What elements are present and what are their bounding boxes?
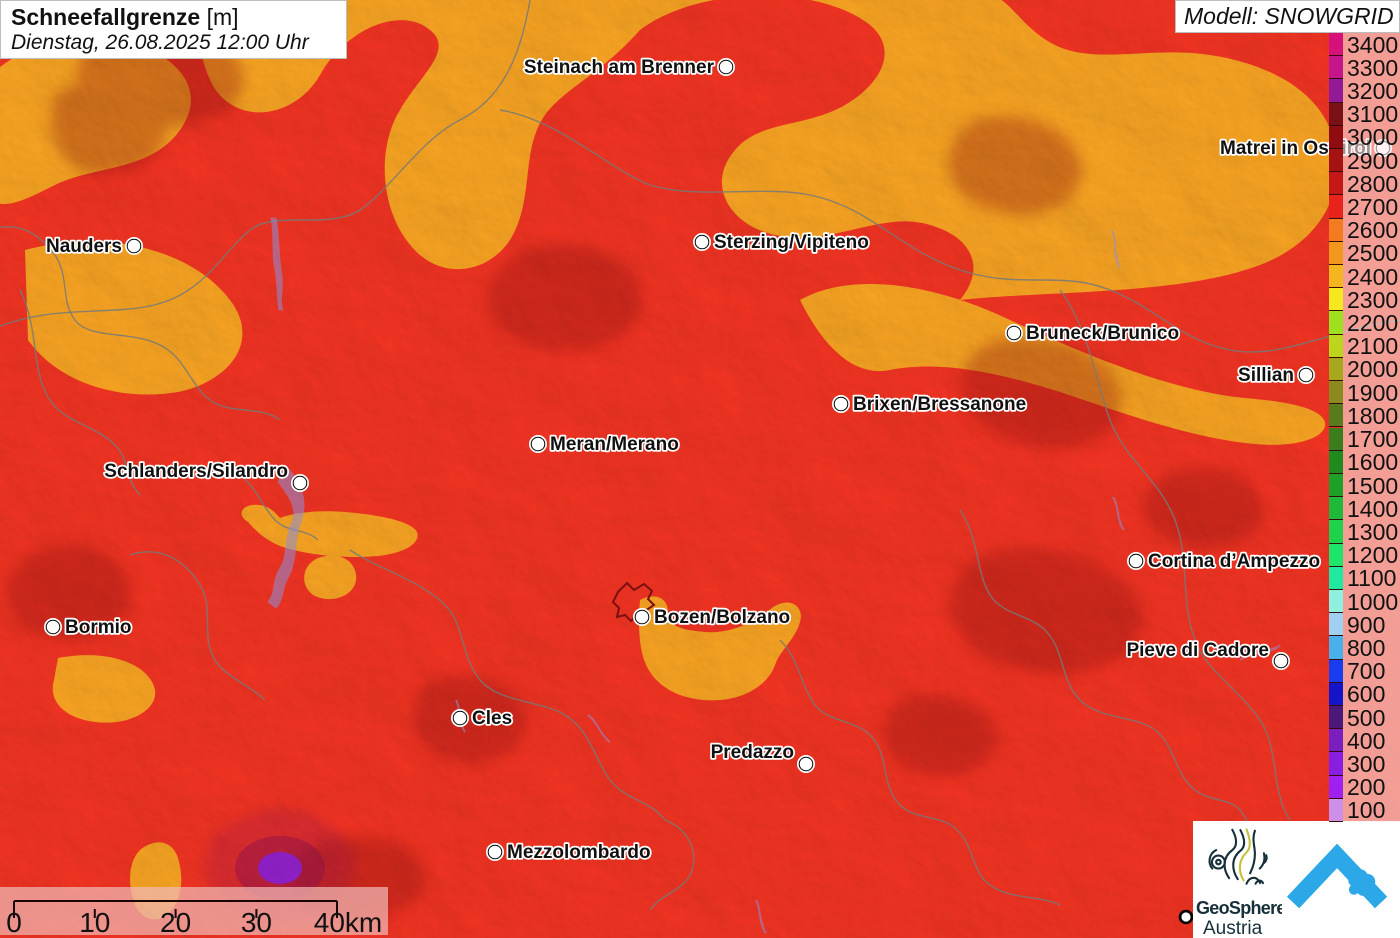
svg-text:20: 20 [160,907,191,938]
svg-text:40km: 40km [314,907,382,938]
svg-text:30: 30 [241,907,272,938]
svg-text:10: 10 [79,907,110,938]
svg-text:0: 0 [6,907,22,938]
